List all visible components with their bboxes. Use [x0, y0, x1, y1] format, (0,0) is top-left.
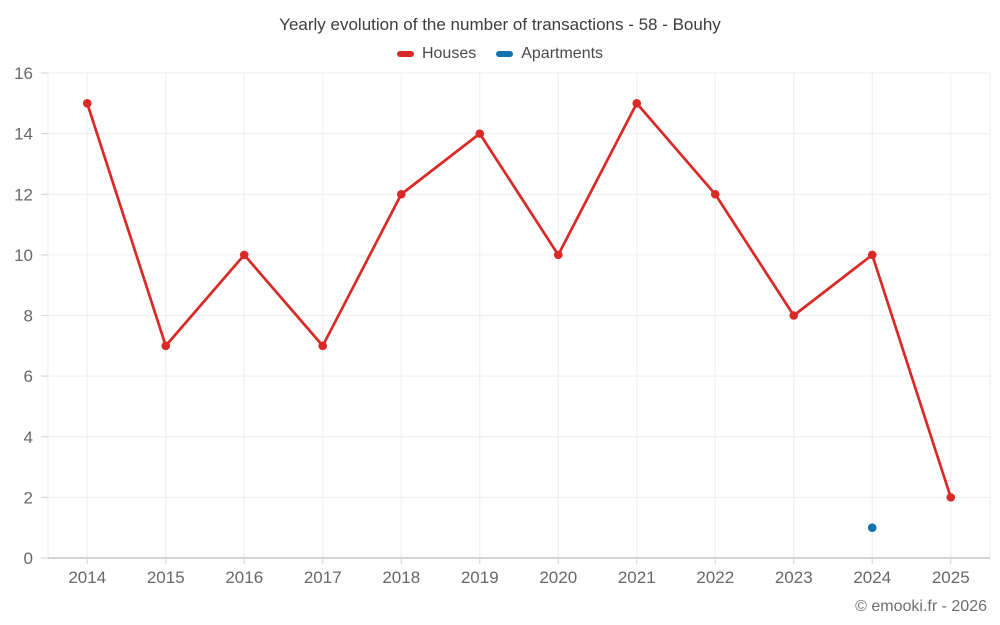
y-tick-label: 6: [24, 367, 33, 386]
legend-label-houses: Houses: [421, 45, 477, 62]
x-tick-label: 2017: [304, 568, 342, 587]
data-point-apartments-2024: [867, 523, 877, 532]
x-tick-label: 2025: [932, 568, 970, 587]
data-point-houses-2023: [789, 311, 799, 320]
y-tick-label: 0: [24, 549, 33, 568]
x-tick-label: 2024: [853, 568, 891, 587]
data-point-houses-2017: [318, 341, 328, 351]
data-point-houses-2024: [867, 250, 877, 260]
data-point-houses-2021: [632, 99, 642, 108]
y-tick-label: 10: [14, 246, 33, 265]
y-tick-label: 12: [14, 185, 33, 204]
y-tick-label: 16: [14, 64, 33, 83]
x-tick-label: 2023: [775, 568, 813, 587]
legend-item-apartments[interactable]: Apartments: [496, 45, 603, 63]
y-tick-label: 2: [24, 488, 33, 507]
x-tick-label: 2015: [147, 568, 185, 587]
data-point-houses-2022: [710, 189, 720, 199]
x-tick-label: 2019: [461, 568, 499, 587]
legend-label-apartments: Apartments: [521, 45, 604, 62]
chart-title: Yearly evolution of the number of transa…: [279, 15, 721, 34]
data-point-houses-2018: [396, 189, 406, 199]
data-point-houses-2015: [161, 341, 171, 351]
series-line-houses: [85, 101, 953, 499]
legend-item-houses[interactable]: Houses: [396, 45, 477, 63]
data-point-houses-2014: [82, 99, 92, 108]
x-tick-label: 2014: [68, 568, 106, 587]
y-tick-label: 14: [14, 125, 33, 144]
x-tick-label: 2022: [696, 568, 734, 587]
data-point-houses-2019: [475, 129, 485, 138]
x-tick-label: 2020: [539, 568, 577, 587]
x-tick-label: 2021: [618, 568, 656, 587]
copyright-watermark: © emooki.fr - 2026: [855, 598, 987, 615]
y-tick-label: 4: [24, 428, 33, 447]
houses-series-marker-icon: [396, 51, 414, 57]
apartments-series-marker-icon: [496, 51, 514, 57]
data-point-houses-2020: [553, 250, 563, 260]
data-point-houses-2016: [239, 250, 249, 260]
chart-legend: Houses Apartments: [0, 45, 1000, 63]
data-point-houses-2025: [946, 493, 956, 502]
x-tick-label: 2016: [225, 568, 263, 587]
x-tick-label: 2018: [382, 568, 420, 587]
y-tick-label: 8: [24, 307, 33, 326]
